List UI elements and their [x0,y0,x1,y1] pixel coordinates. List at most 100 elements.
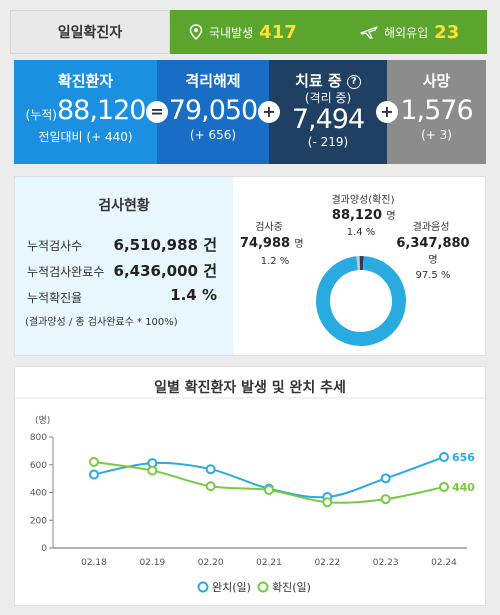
chart-series: 656 440 [89,451,475,508]
test-rate-note: (결과양성 / 총 검사완료수 * 100%) [25,317,178,328]
series-confirmed-end-label: 440 [452,481,475,494]
plus-icon: + [258,101,280,123]
overseas-value: 23 [434,21,460,43]
strip-arrow [157,10,170,54]
chart-legend: 완치(일) 확진(일) [197,580,311,594]
series-confirmed-point[interactable] [89,456,99,467]
series-confirmed-point[interactable] [264,485,274,496]
plus-icon: + [376,101,398,123]
y-axis-label: (명) [35,415,50,426]
treatment-value: 7,494 [291,104,365,135]
test-row-value: 1.4 % [170,286,217,304]
deaths-box: 사망 1,576 (+ 3) [387,60,486,164]
chart-title: 일별 확진환자 발생 및 완치 추세 [154,380,346,396]
overseas-cases: 해외유입 23 [360,10,459,54]
test-row-label: 누적확진율 [27,291,83,305]
x-tick-label: 02.21 [256,558,282,568]
test-title: 검사현황 [98,198,150,214]
test-result-donut: 결과양성(확진) 88,120 명 1.4 % 검사중 74,988 명 1.2… [240,194,470,346]
overseas-label: 해외유입 [384,25,429,40]
x-tick-label: 02.18 [81,558,107,568]
series-recovered-end-label: 656 [452,451,475,464]
y-tick-label: 800 [30,433,47,443]
positive-pct: 1.4 % [347,227,376,238]
released-value: 79,050 [168,95,258,126]
released-delta: (+ 656) [189,128,237,142]
confirmed-prefix: (누적) [25,108,57,122]
test-row-rate: 누적확진율 1.4 % [27,286,217,306]
help-icon[interactable]: ? [346,75,361,89]
y-tick-label: 400 [30,489,47,499]
series-recovered-point[interactable] [205,464,216,475]
test-status-panel: 검사현황 누적검사수 6,510,988 건 누적검사완료수 6,436,000… [14,176,486,356]
y-axis-ticks: 0 200 400 600 800 [30,433,54,554]
released-title: 격리해제 [185,72,241,90]
pending-unit: 명 [294,238,303,250]
positive-value: 88,120 [332,208,382,223]
treatment-box: 치료 중 ? (격리 중) 7,494 (- 219) [269,60,387,164]
series-recovered-point[interactable] [89,469,99,480]
x-tick-label: 02.20 [198,558,224,568]
negative-label: 결과음성 [413,221,450,233]
legend-marker-recovered [197,581,209,593]
x-tick-label: 02.22 [314,558,340,568]
x-axis-ticks: 02.18 02.19 02.20 02.21 02.22 02.23 02.24 [81,558,457,568]
test-row-value: 6,436,000 건 [113,262,217,280]
test-row-label: 누적검사완료수 [27,265,105,279]
daily-cases-strip: 국내발생 417 해외유입 23 일일확진자 [10,10,487,54]
series-confirmed-point[interactable] [322,497,333,508]
treatment-title-text: 치료 중 [295,72,342,90]
domestic-value: 417 [259,21,297,43]
confirmed-box: 확진환자 (누적)88,120 전일대비 (+ 440) [14,60,157,164]
location-pin-icon [189,24,203,41]
series-recovered-point[interactable] [380,473,391,484]
confirmed-value: 88,120 [56,95,146,126]
pending-pct: 1.2 % [261,256,290,267]
series-confirmed-line [93,460,445,504]
negative-pct: 97.5 % [416,270,451,281]
legend-label-recovered: 완치(일) [212,580,251,594]
treatment-title: 치료 중 ? [269,70,387,91]
series-confirmed-point[interactable] [205,481,216,492]
negative-unit: 명 [428,254,437,266]
released-box: 격리해제 79,050 (+ 656) [157,60,269,164]
test-summary: 검사현황 누적검사수 6,510,988 건 누적검사완료수 6,436,000… [15,177,233,355]
series-confirmed-point[interactable] [380,494,391,505]
x-tick-label: 02.23 [373,558,399,568]
trend-chart-panel: 일별 확진환자 발생 및 완치 추세 (명) 0 200 400 600 800 02.… [14,366,486,606]
confirmed-delta: 전일대비 (+ 440) [38,130,133,144]
domestic-label: 국내발생 [209,25,254,40]
positive-unit: 명 [386,210,395,222]
pending-label: 검사중 [255,221,283,233]
daily-cases-label: 일일확진자 [10,10,170,54]
test-row-value: 6,510,988 건 [113,236,217,254]
donut-segment-pending [316,256,406,346]
y-tick-label: 0 [41,544,47,554]
x-tick-label: 02.19 [139,558,165,568]
x-tick-label: 02.24 [431,558,457,568]
series-confirmed-point[interactable] [147,465,158,476]
confirmed-title: 확진환자 [57,72,114,90]
equals-icon: = [146,101,168,123]
legend-label-confirmed: 확진(일) [272,580,311,594]
treatment-delta: (- 219) [307,135,349,149]
legend-marker-confirmed [257,581,269,593]
test-row-total: 누적검사수 6,510,988 건 [27,236,217,254]
deaths-value: 1,576 [400,95,473,126]
airplane-icon [360,24,378,40]
daily-cases-bar: 국내발생 417 해외유입 23 [157,10,487,54]
deaths-title: 사망 [422,72,451,90]
donut-segment-negative [316,256,406,346]
series-recovered-point[interactable] [439,451,449,462]
test-row-completed: 누적검사완료수 6,436,000 건 [27,262,217,280]
series-confirmed-point[interactable] [439,481,449,492]
y-tick-label: 200 [30,516,47,526]
test-row-label: 누적검사수 [27,239,83,253]
y-tick-label: 600 [30,461,47,471]
domestic-cases: 국내발생 417 [189,10,297,54]
pending-value: 74,988 [240,236,290,251]
deaths-delta: (+ 3) [421,128,452,142]
positive-label: 결과양성(확진) [331,194,394,206]
negative-value: 6,347,880 [396,236,469,251]
